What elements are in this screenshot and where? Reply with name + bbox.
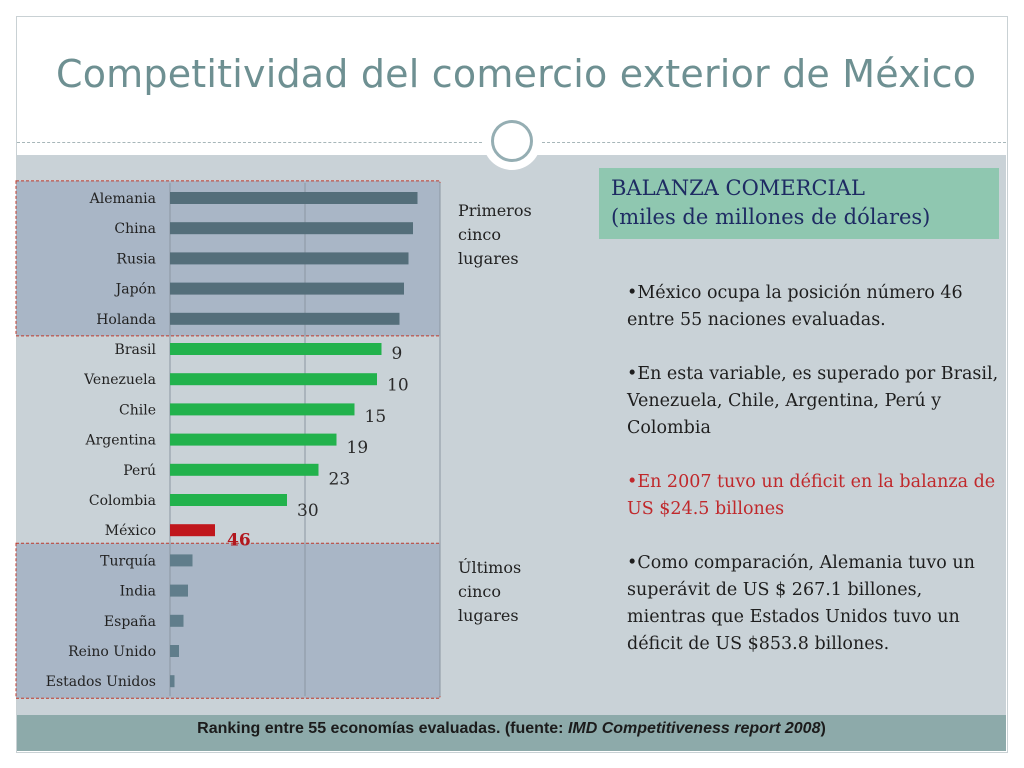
footer-source-name: IMD Competitiveness report 2008 — [567, 720, 821, 737]
circle-ornament-icon — [483, 112, 541, 170]
bar — [170, 282, 404, 295]
bar — [170, 645, 179, 657]
category-label: China — [114, 221, 156, 237]
category-label: Colombia — [89, 493, 156, 509]
category-label: Japón — [114, 282, 156, 298]
bar — [170, 463, 319, 476]
category-label: Holanda — [96, 312, 156, 328]
bar — [170, 192, 418, 204]
bottom-five-label: Últimos cinco lugares — [458, 558, 522, 625]
bar — [170, 312, 400, 325]
bar — [170, 403, 355, 416]
bar — [170, 494, 287, 506]
category-label: India — [120, 584, 156, 600]
bar — [170, 675, 175, 688]
bullet-surpassed-by: •En esta variable, es superado por Brasi… — [627, 364, 999, 438]
footer-source: Ranking entre 55 economías evaluadas. (f… — [197, 720, 826, 737]
category-label: México — [105, 523, 156, 539]
rank-data-label: 46 — [227, 530, 251, 550]
bar — [170, 524, 215, 537]
bullet-comparison: •Como comparación, Alemania tuvo un supe… — [627, 553, 975, 654]
category-label: Estados Unidos — [46, 674, 156, 690]
rank-data-label: 23 — [329, 470, 351, 490]
rank-data-label: 15 — [365, 407, 387, 427]
category-label: Perú — [123, 463, 156, 479]
bottom-five-highlight — [15, 542, 441, 699]
rank-data-label: 19 — [347, 438, 369, 458]
category-label: Alemania — [89, 191, 156, 207]
category-label: España — [104, 614, 156, 630]
rank-data-label: 30 — [297, 501, 319, 521]
top-five-label: Primeros cinco lugares — [458, 201, 532, 268]
bar — [170, 252, 409, 265]
category-label: Chile — [119, 402, 156, 418]
footer-bar: Ranking entre 55 economías evaluadas. (f… — [17, 715, 1006, 751]
bar — [170, 584, 188, 597]
balanza-subtitle: (miles de millones de dólares) — [611, 205, 931, 229]
bar — [170, 433, 337, 446]
bullet-list: •México ocupa la posición número 46 entr… — [627, 280, 1002, 685]
title-divider-right — [537, 142, 1006, 143]
bar — [170, 373, 377, 386]
rank-data-label: 9 — [392, 344, 403, 364]
slide-title: Competitividad del comercio exterior de … — [56, 52, 977, 96]
category-label: Argentina — [84, 433, 156, 449]
bar — [170, 343, 382, 355]
category-label: Turquía — [100, 553, 156, 569]
category-label: Venezuela — [83, 372, 156, 388]
bullet-deficit-2007: •En 2007 tuvo un déficit en la balanza d… — [627, 472, 996, 519]
bullet-position: •México ocupa la posición número 46 entr… — [627, 283, 963, 330]
category-label: Reino Unido — [68, 644, 156, 660]
category-label: Rusia — [116, 251, 156, 267]
bar — [170, 222, 413, 235]
title-divider-left — [17, 142, 487, 143]
balanza-comercial-box: BALANZA COMERCIAL (miles de millones de … — [599, 168, 999, 239]
balanza-title: BALANZA COMERCIAL — [611, 176, 865, 200]
bar — [170, 554, 193, 567]
bar — [170, 614, 184, 627]
category-label: Brasil — [115, 342, 157, 358]
rank-data-label: 10 — [387, 375, 409, 395]
